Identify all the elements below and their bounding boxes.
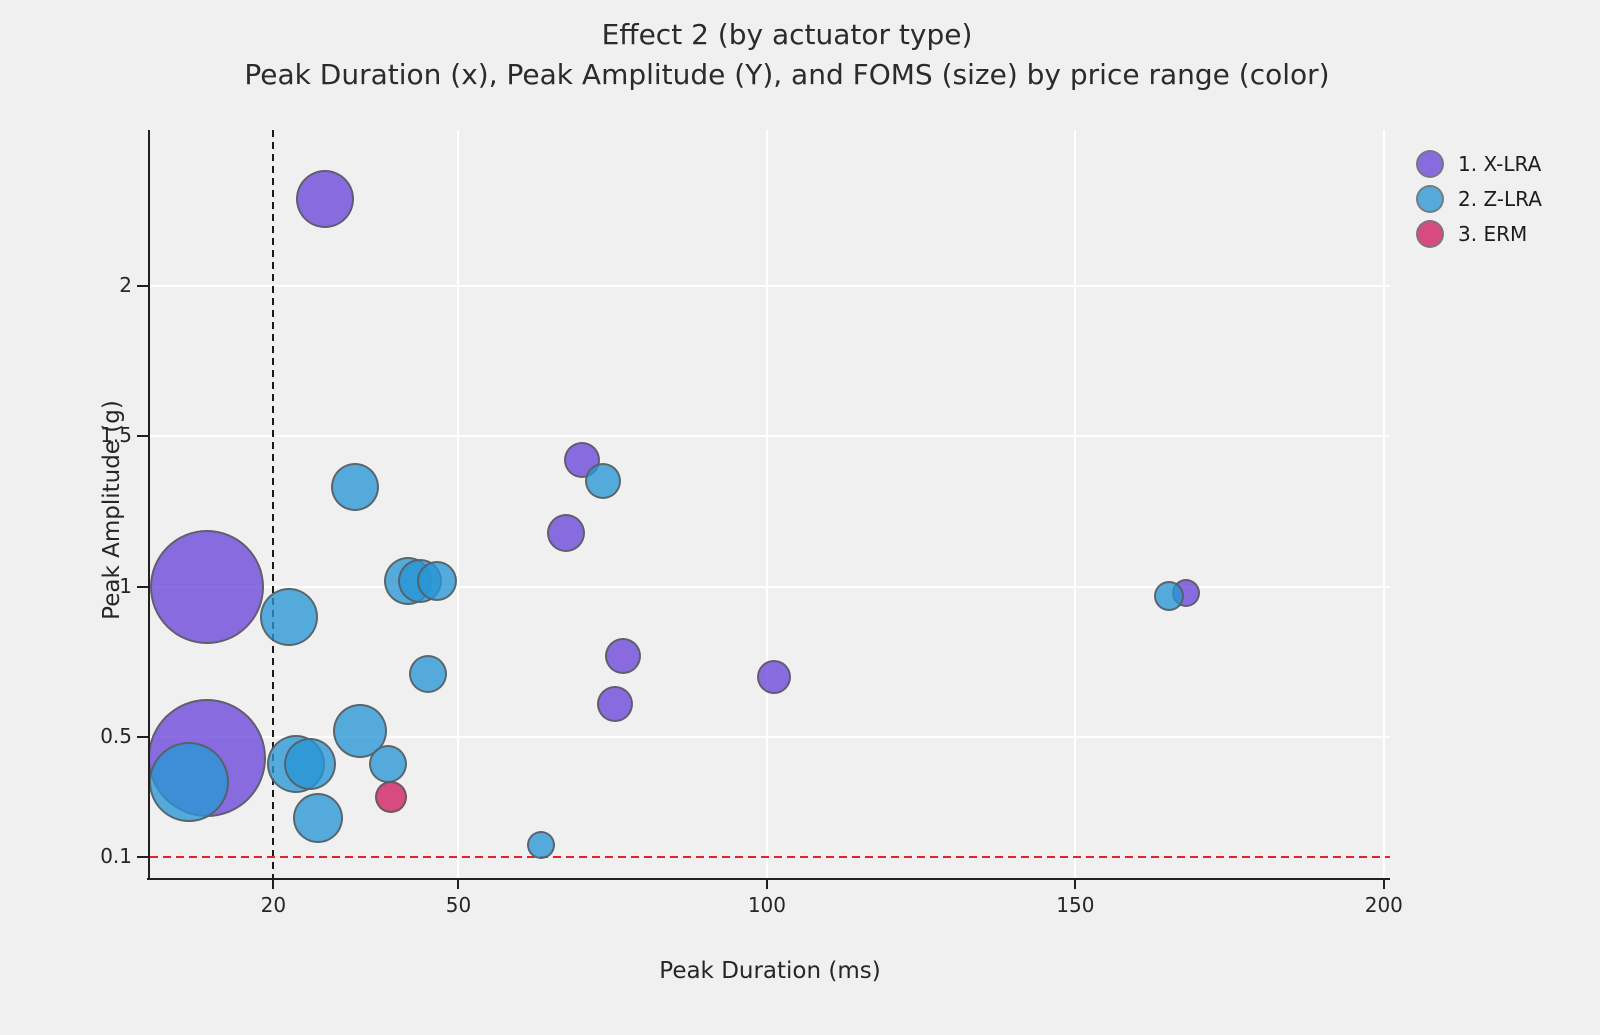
- bubble-z-lra[interactable]: [284, 737, 337, 790]
- x-tick-label: 20: [260, 893, 287, 917]
- legend-label-x-lra: 1. X-LRA: [1458, 151, 1542, 176]
- legend-label-erm: 3. ERM: [1458, 221, 1528, 246]
- y-tick: [137, 585, 148, 588]
- y-tick: [137, 735, 148, 738]
- y-tick-label: 2: [119, 273, 132, 298]
- y-tick-label: 1: [119, 573, 132, 598]
- legend-item-x-lra[interactable]: 1. X-LRA: [1416, 146, 1542, 181]
- chart-subtitle: Peak Duration (x), Peak Amplitude (Y), a…: [244, 58, 1330, 91]
- bubble-z-lra[interactable]: [260, 587, 319, 646]
- x-tick-label: 200: [1364, 893, 1403, 917]
- x-tick-label: 150: [1056, 893, 1095, 917]
- gridline-x: [765, 130, 768, 878]
- x-axis-title: Peak Duration (ms): [659, 958, 881, 984]
- bubble-z-lra[interactable]: [293, 792, 344, 843]
- bubble-z-lra[interactable]: [417, 560, 458, 601]
- gridline-y: [150, 435, 1390, 438]
- legend-item-erm[interactable]: 3. ERM: [1416, 216, 1542, 251]
- y-tick-label: 1.5: [100, 423, 132, 448]
- x-tick: [272, 880, 275, 889]
- reference-hline-0p1g: [150, 855, 1390, 858]
- legend-marker-erm-icon: [1416, 219, 1444, 248]
- y-tick-label: 0.5: [100, 723, 132, 748]
- legend-label-z-lra: 2. Z-LRA: [1458, 186, 1542, 211]
- legend-marker-x-lra-icon: [1416, 149, 1444, 178]
- bubble-z-lra[interactable]: [148, 741, 229, 822]
- gridline-x: [457, 130, 460, 878]
- y-axis-line: [148, 130, 150, 878]
- bubble-z-lra[interactable]: [526, 830, 555, 859]
- bubble-z-lra[interactable]: [408, 654, 447, 693]
- x-axis-line: [147, 878, 1390, 880]
- bubble-z-lra[interactable]: [368, 744, 407, 783]
- gridline-x: [1074, 130, 1077, 878]
- x-tick: [1382, 880, 1385, 889]
- legend: 1. X-LRA 2. Z-LRA 3. ERM: [1416, 146, 1542, 251]
- x-tick: [765, 880, 768, 889]
- bubble-x-lra[interactable]: [547, 513, 586, 552]
- bubble-z-lra[interactable]: [1154, 580, 1185, 611]
- reference-vline-20ms: [272, 130, 275, 888]
- y-tick: [137, 285, 148, 288]
- legend-marker-z-lra-icon: [1416, 184, 1444, 213]
- bubble-x-lra[interactable]: [295, 170, 354, 229]
- y-tick: [137, 855, 148, 858]
- x-tick: [1074, 880, 1077, 889]
- gridline-y: [150, 285, 1390, 288]
- y-tick: [137, 435, 148, 438]
- bubble-x-lra[interactable]: [597, 685, 634, 722]
- gridline-x: [1382, 130, 1385, 878]
- legend-item-z-lra[interactable]: 2. Z-LRA: [1416, 181, 1542, 216]
- y-tick-label: 0.1: [100, 843, 132, 868]
- bubble-x-lra[interactable]: [757, 659, 792, 694]
- x-tick-label: 100: [747, 893, 786, 917]
- x-tick-label: 50: [445, 893, 472, 917]
- bubble-z-lra[interactable]: [331, 463, 380, 512]
- bubble-x-lra[interactable]: [605, 637, 642, 674]
- x-tick: [457, 880, 460, 889]
- chart-title: Effect 2 (by actuator type): [601, 18, 973, 51]
- gridline-y: [150, 585, 1390, 588]
- y-axis-title: Peak Amplitude (g): [99, 400, 125, 620]
- gridline-y: [150, 735, 1390, 738]
- bubble-z-lra[interactable]: [585, 463, 622, 500]
- bubble-erm[interactable]: [375, 780, 408, 813]
- bubble-x-lra[interactable]: [150, 529, 265, 644]
